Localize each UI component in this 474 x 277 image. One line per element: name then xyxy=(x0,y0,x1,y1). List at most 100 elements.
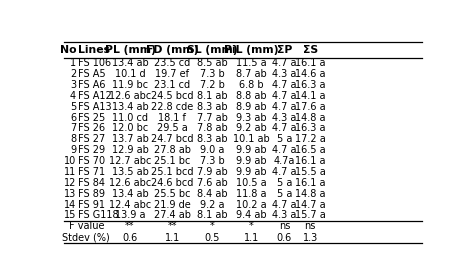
Text: 1.1: 1.1 xyxy=(164,233,180,243)
Text: FS 91: FS 91 xyxy=(78,200,105,210)
Text: 14.1 a: 14.1 a xyxy=(295,91,325,101)
Text: 9: 9 xyxy=(70,145,76,155)
Text: 5 a: 5 a xyxy=(277,134,292,144)
Text: 11.8 a: 11.8 a xyxy=(236,189,266,199)
Text: FD (mm): FD (mm) xyxy=(146,45,199,55)
Text: *: * xyxy=(210,222,215,232)
Text: 8.3 ab: 8.3 ab xyxy=(197,102,228,112)
Text: 12: 12 xyxy=(64,178,76,188)
Text: 1.3: 1.3 xyxy=(302,233,318,243)
Text: 8.4 ab: 8.4 ab xyxy=(197,189,228,199)
Text: *: * xyxy=(249,222,254,232)
Text: 9.3 ab: 9.3 ab xyxy=(236,112,267,123)
Text: FS G118: FS G118 xyxy=(78,211,118,220)
Text: 22.8 cde: 22.8 cde xyxy=(151,102,193,112)
Text: 0.6: 0.6 xyxy=(277,233,292,243)
Text: 16.1 a: 16.1 a xyxy=(295,58,325,68)
Text: 4.7 a: 4.7 a xyxy=(272,167,297,177)
Text: 7.9 ab: 7.9 ab xyxy=(197,167,228,177)
Text: 10.2 a: 10.2 a xyxy=(236,200,267,210)
Text: 25.1 bcd: 25.1 bcd xyxy=(151,167,193,177)
Text: FS 29: FS 29 xyxy=(78,145,105,155)
Text: FS 71: FS 71 xyxy=(78,167,105,177)
Text: 5 a: 5 a xyxy=(277,189,292,199)
Text: 4.7 a: 4.7 a xyxy=(272,58,297,68)
Text: 23.5 cd: 23.5 cd xyxy=(154,58,191,68)
Text: 6.8 b: 6.8 b xyxy=(239,80,264,90)
Text: 8.8 ab: 8.8 ab xyxy=(236,91,267,101)
Text: 5 a: 5 a xyxy=(277,178,292,188)
Text: 6: 6 xyxy=(70,112,76,123)
Text: 23.1 cd: 23.1 cd xyxy=(154,80,190,90)
Text: FS A6: FS A6 xyxy=(78,80,105,90)
Text: 4: 4 xyxy=(70,91,76,101)
Text: FS A5: FS A5 xyxy=(78,69,105,79)
Text: FS 70: FS 70 xyxy=(78,156,105,166)
Text: 16.1 a: 16.1 a xyxy=(295,156,325,166)
Text: 11.0 cd: 11.0 cd xyxy=(112,112,148,123)
Text: 13.9 a: 13.9 a xyxy=(115,211,145,220)
Text: 25.1 bc: 25.1 bc xyxy=(154,156,191,166)
Text: FS 89: FS 89 xyxy=(78,189,105,199)
Text: 1.1: 1.1 xyxy=(244,233,259,243)
Text: 7.3 b: 7.3 b xyxy=(200,69,225,79)
Text: 12.4 abc: 12.4 abc xyxy=(109,200,151,210)
Text: 14: 14 xyxy=(64,200,76,210)
Text: 14.6 a: 14.6 a xyxy=(295,69,325,79)
Text: 4.7 a: 4.7 a xyxy=(272,91,297,101)
Text: 4.7 a: 4.7 a xyxy=(272,145,297,155)
Text: 21.9 de: 21.9 de xyxy=(154,200,191,210)
Text: 12.9 ab: 12.9 ab xyxy=(111,145,148,155)
Text: 11.5 a: 11.5 a xyxy=(236,58,267,68)
Text: 11.9 bc: 11.9 bc xyxy=(112,80,148,90)
Text: 10.5 a: 10.5 a xyxy=(236,178,267,188)
Text: 9.9 ab: 9.9 ab xyxy=(236,167,267,177)
Text: Lines: Lines xyxy=(78,45,109,55)
Text: 13.4 ab: 13.4 ab xyxy=(111,102,148,112)
Text: 0.6: 0.6 xyxy=(122,233,137,243)
Text: 7.7 ab: 7.7 ab xyxy=(197,112,228,123)
Text: 1: 1 xyxy=(70,58,76,68)
Text: FS A12: FS A12 xyxy=(78,91,111,101)
Text: 4.7a: 4.7a xyxy=(274,156,295,166)
Text: 4.3 a: 4.3 a xyxy=(272,69,297,79)
Text: 16.1 a: 16.1 a xyxy=(295,178,325,188)
Text: 9.9 ab: 9.9 ab xyxy=(236,145,267,155)
Text: 7.2 b: 7.2 b xyxy=(200,80,225,90)
Text: 13.7 ab: 13.7 ab xyxy=(111,134,148,144)
Text: 7.8 ab: 7.8 ab xyxy=(197,124,228,134)
Text: 18.1 f: 18.1 f xyxy=(158,112,186,123)
Text: 12.7 abc: 12.7 abc xyxy=(109,156,151,166)
Text: 8.1 ab: 8.1 ab xyxy=(197,91,228,101)
Text: 11: 11 xyxy=(64,167,76,177)
Text: 14.8 a: 14.8 a xyxy=(295,189,325,199)
Text: 4.3 a: 4.3 a xyxy=(272,112,297,123)
Text: FS 25: FS 25 xyxy=(78,112,105,123)
Text: 25.5 bc: 25.5 bc xyxy=(154,189,191,199)
Text: 7: 7 xyxy=(70,124,76,134)
Text: 16.5 a: 16.5 a xyxy=(295,145,326,155)
Text: 16.3 a: 16.3 a xyxy=(295,124,325,134)
Text: 12.6 abc: 12.6 abc xyxy=(109,178,151,188)
Text: SL (mm): SL (mm) xyxy=(187,45,237,55)
Text: ns: ns xyxy=(279,222,290,232)
Text: No: No xyxy=(60,45,76,55)
Text: 24.5 bcd: 24.5 bcd xyxy=(151,91,193,101)
Text: FS 84: FS 84 xyxy=(78,178,105,188)
Text: PiL (mm): PiL (mm) xyxy=(224,45,279,55)
Text: 14.7 a: 14.7 a xyxy=(295,200,326,210)
Text: **: ** xyxy=(167,222,177,232)
Text: 15.5 a: 15.5 a xyxy=(295,167,326,177)
Text: 9.2 ab: 9.2 ab xyxy=(236,124,267,134)
Text: 10: 10 xyxy=(64,156,76,166)
Text: 17.6 a: 17.6 a xyxy=(295,102,326,112)
Text: 7.6 ab: 7.6 ab xyxy=(197,178,228,188)
Text: FS 26: FS 26 xyxy=(78,124,105,134)
Text: 2: 2 xyxy=(70,69,76,79)
Text: ΣP: ΣP xyxy=(277,45,292,55)
Text: 29.5 a: 29.5 a xyxy=(157,124,188,134)
Text: 8.7 ab: 8.7 ab xyxy=(236,69,267,79)
Text: 27.8 ab: 27.8 ab xyxy=(154,145,191,155)
Text: ns: ns xyxy=(304,222,316,232)
Text: FS 106: FS 106 xyxy=(78,58,111,68)
